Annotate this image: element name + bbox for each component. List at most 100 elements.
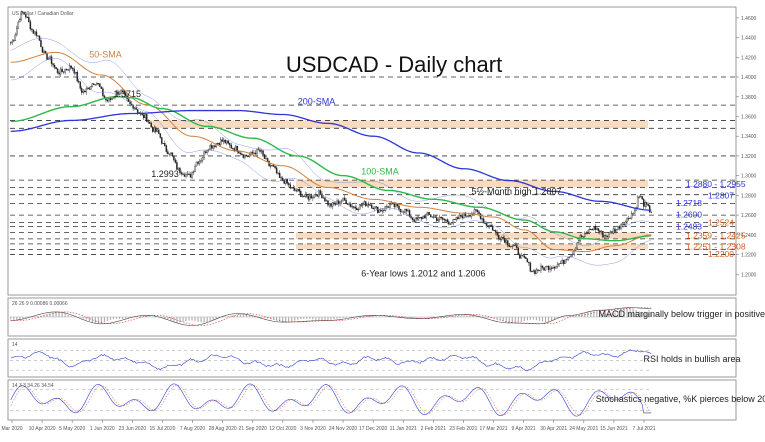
candle-body [499, 238, 501, 240]
candle-body [32, 29, 35, 34]
candle-body [423, 215, 426, 219]
candle-body [354, 206, 356, 209]
candle-body [216, 142, 219, 144]
candle-body [165, 145, 168, 152]
candle-body [226, 140, 228, 144]
candle-body [529, 262, 532, 272]
candle-body [229, 143, 231, 146]
candle-body [106, 99, 109, 102]
candle-body [50, 56, 53, 64]
candle-body [158, 129, 160, 134]
chart-title: USDCAD - Daily chart [286, 52, 502, 77]
candle-body [227, 140, 230, 144]
candle-body [142, 114, 145, 119]
candle-body [124, 92, 127, 97]
candle-body [365, 201, 367, 206]
candle-body [383, 210, 385, 212]
stoch-label: Stochastics negative, %K pierces below 2… [596, 394, 765, 404]
candle-body [582, 236, 584, 238]
candle-body [109, 98, 112, 100]
candle-body [53, 64, 56, 68]
candle-body [460, 214, 462, 217]
candle-body [497, 234, 500, 239]
candle-body [496, 231, 498, 236]
candle-body [149, 121, 151, 124]
candle-body [31, 28, 33, 30]
candle-body [479, 213, 482, 219]
candle-body [19, 19, 21, 23]
candle-body [177, 167, 180, 170]
candle-body [584, 232, 586, 237]
resistance-zone [150, 120, 648, 129]
candle-body [290, 187, 293, 189]
candle-body [591, 229, 594, 231]
candle-body [360, 204, 362, 206]
candle-body [417, 217, 420, 220]
candle-body [135, 107, 137, 110]
candle-body [259, 149, 261, 152]
rsi-params: 14 [12, 342, 18, 348]
candle-body [476, 210, 479, 213]
rsi-panel [10, 349, 652, 372]
level-label: 1.2807 [708, 190, 734, 200]
candle-body [306, 193, 308, 197]
candle-body [221, 139, 223, 142]
candle-body [525, 257, 527, 259]
candle-body [82, 91, 84, 93]
candle-body [269, 165, 272, 167]
candle-body [136, 109, 139, 113]
date-tick-label: 17 Dec 2020 [359, 426, 388, 432]
candle-body [478, 211, 480, 214]
candle-body [201, 157, 204, 161]
candle-body [210, 145, 213, 149]
candle-body [284, 179, 287, 184]
candle-body [241, 153, 243, 155]
candle-body [632, 213, 634, 215]
candle-body [96, 82, 98, 85]
candle-body [14, 34, 17, 41]
candle-body [260, 150, 263, 152]
candle-body [626, 218, 628, 222]
stoch-k-line [10, 383, 652, 417]
rsi-panel-frame [7, 338, 737, 378]
candle-body [600, 231, 603, 233]
candle-body [167, 151, 169, 155]
candle-body [537, 269, 539, 271]
candle-body [49, 56, 51, 59]
candle-body [355, 208, 358, 211]
candle-body [411, 217, 414, 220]
candle-body [35, 31, 38, 36]
date-tick-label: 24 May 2021 [569, 426, 598, 432]
annotations: 50-SMA 1.3715 200-SMA 1.2993 100-SMA 5½-Month… [89, 49, 561, 278]
date-tick-label: 23 Jun 2020 [119, 426, 147, 432]
candle-body [195, 161, 198, 167]
candle-body [223, 139, 225, 142]
date-tick-label: 5 May 2020 [59, 426, 85, 432]
candle-body [209, 145, 211, 150]
candle-body [404, 209, 406, 213]
candle-body [594, 226, 597, 230]
candle-body [242, 154, 245, 158]
candle-body [64, 69, 66, 73]
candle-body [238, 151, 240, 154]
candle-body [647, 204, 649, 206]
candle-body [482, 218, 485, 224]
lower-band-line [10, 58, 652, 266]
candle-body [333, 202, 335, 205]
annotation-label: 1.2993 [151, 169, 179, 179]
candle-body [171, 152, 174, 157]
candle-body [576, 242, 578, 249]
candle-body [203, 151, 205, 158]
candle-body [61, 68, 63, 72]
candle-body [298, 188, 301, 192]
candle-body [76, 72, 78, 82]
candle-body [434, 216, 436, 218]
candle-body [185, 174, 187, 177]
candle-body [297, 188, 299, 192]
candle-body [38, 35, 41, 41]
candle-body [553, 267, 556, 269]
candle-body [159, 133, 162, 138]
candle-body [588, 229, 591, 234]
